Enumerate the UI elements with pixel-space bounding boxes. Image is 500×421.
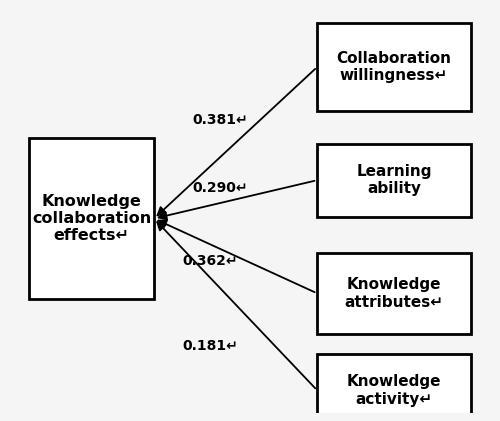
Text: Collaboration
willingness↵: Collaboration willingness↵ (336, 51, 452, 83)
Text: Learning
ability: Learning ability (356, 164, 432, 196)
Text: Knowledge
collaboration
effects↵: Knowledge collaboration effects↵ (32, 194, 151, 243)
Text: 0.362↵: 0.362↵ (183, 254, 238, 268)
Bar (317, 23, 471, 112)
Text: Knowledge
attributes↵: Knowledge attributes↵ (344, 277, 444, 309)
Text: Knowledge
activity↵: Knowledge activity↵ (347, 374, 442, 407)
Bar (317, 144, 471, 216)
Bar (317, 253, 471, 334)
Text: 0.181↵: 0.181↵ (183, 339, 238, 353)
Bar (29, 138, 154, 299)
Text: 0.290↵: 0.290↵ (192, 181, 248, 195)
Bar (317, 354, 471, 421)
Text: 0.381↵: 0.381↵ (192, 112, 248, 127)
